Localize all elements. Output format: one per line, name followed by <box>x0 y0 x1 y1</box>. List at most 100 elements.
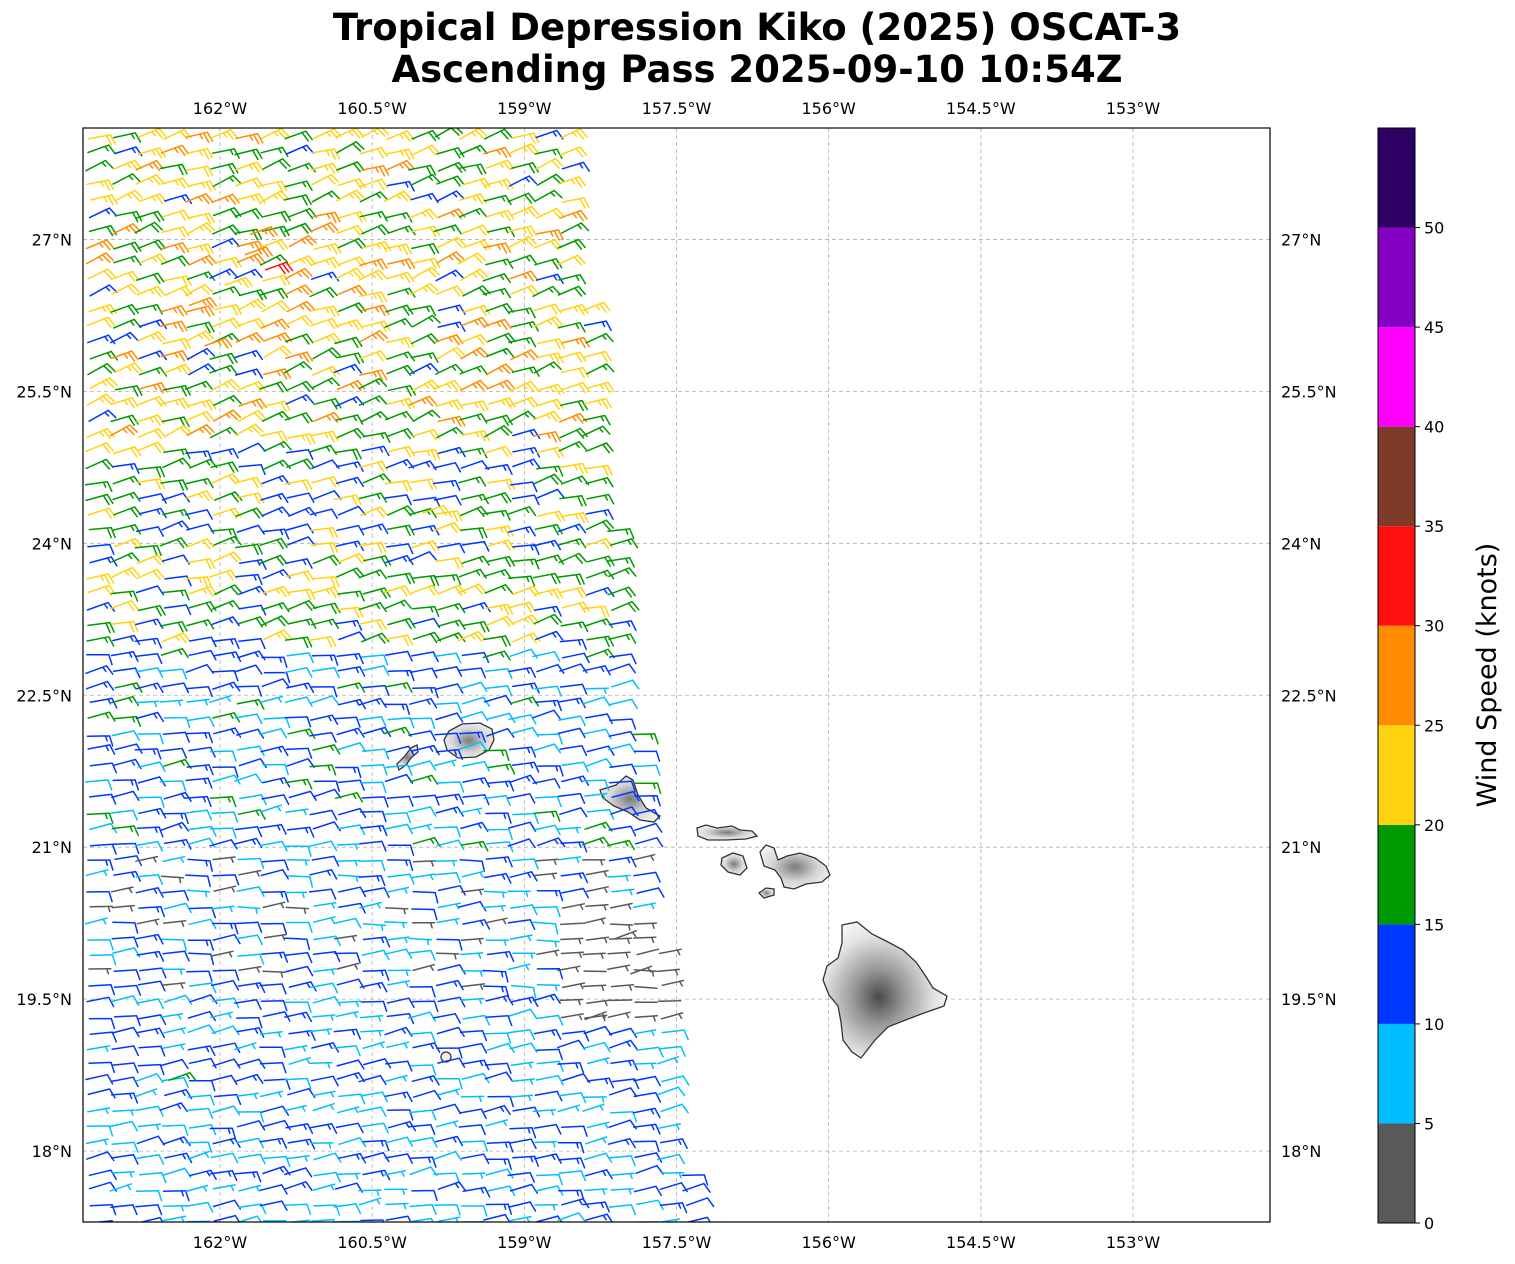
colorbar-bin-30-35 <box>1378 526 1415 626</box>
lon-label-bottom-4: 156°W <box>801 1233 856 1252</box>
wind-barb-818 <box>536 733 563 745</box>
wind-barb-641 <box>507 601 536 613</box>
wind-barb-474 <box>138 493 167 504</box>
wind-barb-1300 <box>336 1059 365 1070</box>
wind-barb-877 <box>284 778 313 790</box>
wind-barb-160 <box>85 252 115 265</box>
wind-barb-1082 <box>235 921 263 933</box>
wind-barb-371 <box>185 410 214 422</box>
wind-barb-1086 <box>333 917 362 929</box>
wind-barb-1276 <box>333 1045 361 1057</box>
wind-barb-1418 <box>287 1138 316 1150</box>
wind-barb-1125 <box>162 950 190 962</box>
wind-barb-304 <box>87 362 116 376</box>
wind-barb-653 <box>260 615 290 627</box>
wind-barb-1365 <box>159 1102 188 1113</box>
wind-barb-1080 <box>188 918 217 930</box>
wind-barb-521 <box>261 528 290 540</box>
wind-barb-1349 <box>360 1091 388 1103</box>
wind-barb-59 <box>561 161 590 172</box>
wind-barb-864 <box>537 765 564 777</box>
wind-barb-479 <box>260 492 289 504</box>
wind-barb-671 <box>162 632 191 644</box>
wind-barb-533 <box>557 523 587 534</box>
wind-barb-77 <box>508 175 538 187</box>
wind-barb-945 <box>259 823 287 835</box>
wind-barb-1224 <box>235 1016 263 1029</box>
wind-barb-139 <box>560 222 590 234</box>
wind-barb-803 <box>162 731 190 743</box>
wind-barb-542 <box>235 543 263 556</box>
wind-barb-1500 <box>509 1183 539 1194</box>
wind-barb-471 <box>585 477 614 488</box>
wind-barb-765 <box>310 695 340 706</box>
wind-barb-1313 <box>656 1056 680 1065</box>
wind-barb-230 <box>337 302 367 314</box>
wind-barb-1183 <box>409 986 436 998</box>
wind-barb-679 <box>360 632 390 644</box>
wind-barb-1162 <box>482 969 509 983</box>
wind-barb-1467 <box>313 1171 342 1183</box>
wind-barb-307 <box>163 363 193 375</box>
wind-barb-1524 <box>485 1203 513 1215</box>
wind-barb-789 <box>358 716 387 728</box>
wind-barb-1316 <box>135 1073 164 1084</box>
wind-barb-24 <box>185 148 214 160</box>
wind-barb-750 <box>484 685 513 697</box>
wind-barb-586 <box>235 573 263 586</box>
wind-barb-925 <box>338 807 367 819</box>
wind-barb-305 <box>114 362 143 374</box>
wind-barb-721 <box>311 666 340 678</box>
wind-barb-942 <box>189 825 217 837</box>
wind-barb-1250 <box>288 1029 316 1041</box>
wind-barb-136 <box>486 226 516 237</box>
wind-barb-1200 <box>234 999 262 1010</box>
wind-barb-612 <box>337 590 365 602</box>
wind-barb-884 <box>462 777 491 788</box>
wind-barb-966 <box>209 839 238 850</box>
wind-barb-620 <box>535 588 564 600</box>
wind-barb-518 <box>186 523 215 534</box>
wind-barb-451 <box>84 481 113 493</box>
wind-barb-1389 <box>161 1124 189 1136</box>
wind-barb-1071 <box>533 906 561 918</box>
wind-barb-928 <box>408 806 437 817</box>
lat-label-right-0: 18°N <box>1281 1142 1321 1161</box>
wind-barb-642 <box>534 605 562 617</box>
wind-barb-67 <box>259 180 288 192</box>
wind-barb-476 <box>184 490 214 502</box>
wind-barb-0 <box>88 134 116 146</box>
wind-barb-452 <box>112 475 141 486</box>
wind-barb-1116 <box>509 934 533 942</box>
wind-barb-1107 <box>284 937 311 951</box>
wind-barb-200 <box>89 284 118 297</box>
wind-barb-457 <box>234 476 263 489</box>
wind-barb-1017 <box>337 874 361 883</box>
wind-barb-1278 <box>386 1041 410 1049</box>
wind-barb-708 <box>532 651 561 662</box>
wind-barb-1525 <box>508 1201 537 1212</box>
wind-barb-1213 <box>559 998 584 1006</box>
wind-barb-1069 <box>482 904 507 912</box>
wind-barb-1406 <box>586 1121 610 1129</box>
wind-barb-1291 <box>111 1062 139 1074</box>
wind-barb-778 <box>87 711 116 722</box>
wind-barb-565 <box>259 554 288 566</box>
wind-barb-320 <box>485 363 514 376</box>
wind-barb-202 <box>136 285 166 297</box>
wind-barb-1286 <box>582 1041 611 1053</box>
wind-barb-46 <box>235 161 264 173</box>
wind-barb-327 <box>139 382 168 394</box>
wind-barb-959 <box>608 825 637 837</box>
wind-barb-1034 <box>186 889 211 898</box>
wind-barb-836 <box>411 744 440 756</box>
wind-barb-1433 <box>659 1138 688 1149</box>
wind-barb-963 <box>135 840 164 852</box>
wind-barb-720 <box>284 667 313 678</box>
wind-barb-14 <box>434 128 464 138</box>
wind-barb-367 <box>88 409 117 422</box>
wind-barb-1552 <box>557 1212 586 1222</box>
wind-barb-261 <box>583 320 612 332</box>
wind-barb-1204 <box>337 1000 362 1008</box>
wind-barb-449 <box>560 462 588 475</box>
